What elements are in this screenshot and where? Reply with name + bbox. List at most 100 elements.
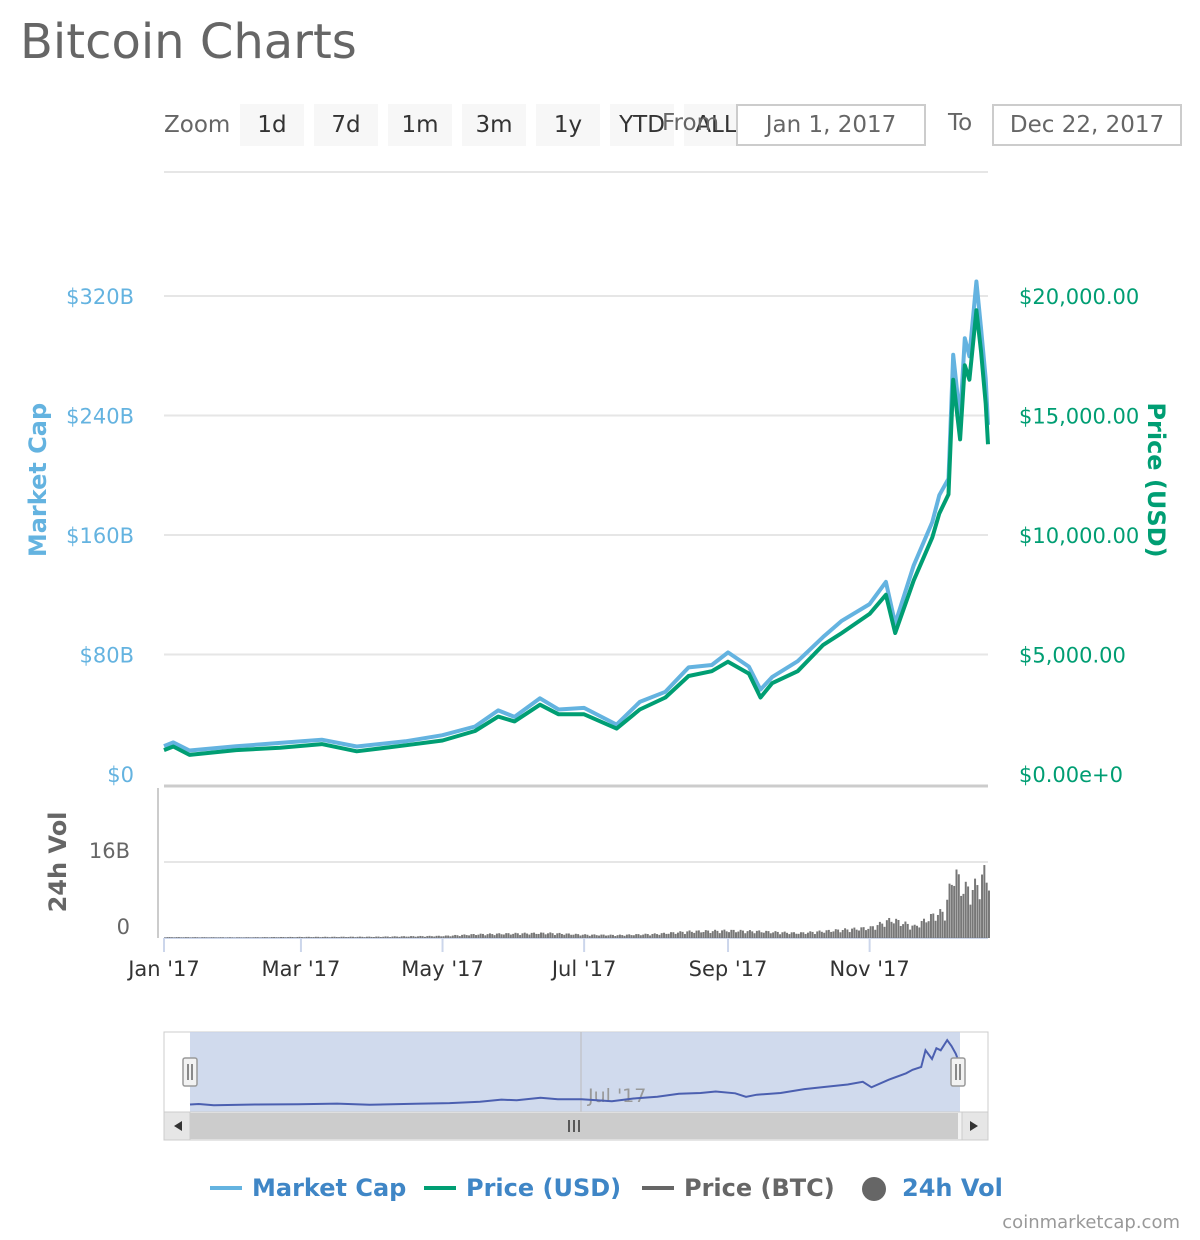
right-tick-label: $15,000.00 [1019, 405, 1139, 429]
volume-bar [802, 932, 805, 938]
volume-bar [177, 937, 180, 938]
volume-bar [679, 931, 682, 938]
volume-bar [184, 937, 187, 938]
volume-bar [256, 937, 259, 938]
volume-bar [809, 931, 812, 938]
volume-bar [899, 925, 902, 938]
volume-bar [818, 930, 821, 938]
volume-bar [830, 931, 833, 938]
zoom-3m-button[interactable]: 3m [462, 104, 526, 146]
volume-bar [876, 925, 879, 938]
volume-bar [468, 935, 471, 938]
volume-bar [878, 921, 881, 938]
volume-bar [430, 936, 433, 938]
volume-bar [442, 936, 445, 938]
volume-bar [410, 936, 413, 938]
volume-bar [180, 937, 183, 938]
volume-bar [533, 932, 536, 938]
volume-bar [616, 935, 619, 938]
legend-item-price-usd[interactable]: Price (USD) [424, 1172, 621, 1208]
legend-dot-icon [862, 1177, 886, 1201]
volume-bar [307, 936, 310, 938]
volume-bar [210, 937, 213, 938]
legend-item-24h-vol[interactable]: 24h Vol [862, 1172, 1003, 1208]
volume-bar [762, 932, 765, 938]
volume-bar [730, 929, 733, 938]
zoom-ytd-button[interactable]: YTD [610, 104, 674, 146]
volume-bar [208, 937, 211, 938]
volume-bar [514, 932, 517, 938]
volume-bar [405, 936, 408, 938]
zoom-1d-button[interactable]: 1d [240, 104, 304, 146]
volume-bar [637, 934, 640, 938]
from-date-input[interactable]: Jan 1, 2017 [736, 104, 926, 146]
volume-bar [523, 932, 526, 938]
legend-item-price-btc[interactable]: Price (BTC) [642, 1172, 835, 1208]
volume-bar [222, 937, 225, 938]
volume-bar [275, 937, 278, 938]
volume-bar [470, 934, 473, 938]
volume-bar [289, 936, 292, 938]
volume-axis-title: 24h Vol [44, 812, 72, 913]
axes: $0 $80B $160B $240B $320B $0.00e+0 $5,000.00 $1… [66, 285, 1139, 981]
volume-bar [825, 930, 828, 938]
volume-bar [240, 937, 243, 938]
volume-bar [217, 937, 220, 938]
legend-line-icon [210, 1186, 242, 1190]
volume-bar [556, 933, 559, 938]
zoom-7d-button[interactable]: 7d [314, 104, 378, 146]
volume-bar [611, 934, 614, 938]
volume-bar [674, 933, 677, 938]
legend-label: Price (BTC) [684, 1174, 835, 1202]
volume-bar [906, 923, 909, 938]
volume-bar [846, 929, 849, 938]
volume-bar [567, 933, 570, 938]
volume-bar [920, 921, 923, 938]
volume-bar [463, 934, 466, 938]
volume-bar [565, 933, 568, 938]
right-tick-label: $10,000.00 [1019, 524, 1139, 548]
volume-bar [929, 913, 932, 938]
volume-bar [440, 936, 443, 938]
volume-bar [983, 865, 986, 938]
market-cap-line [163, 279, 990, 753]
volume-bar [602, 934, 605, 938]
volume-bar [266, 937, 269, 938]
legend-item-market-cap[interactable]: Market Cap [210, 1172, 406, 1208]
volume-bar [249, 937, 252, 938]
volume-bar [605, 935, 607, 938]
volume-bar [219, 937, 222, 938]
volume-bar [663, 932, 666, 938]
volume-bar [368, 936, 371, 938]
volume-bar [628, 934, 631, 938]
volume-bar [820, 931, 823, 938]
zoom-1m-button[interactable]: 1m [388, 104, 452, 146]
volume-bar [848, 932, 851, 938]
volume-bar [498, 933, 501, 938]
scrollbar-track [163, 1111, 989, 1141]
volume-bar [732, 929, 735, 938]
volume-bar [660, 933, 663, 938]
volume-bar [252, 937, 255, 938]
volume-bar [695, 930, 698, 938]
volume-bar [714, 929, 717, 938]
zoom-1y-button[interactable]: 1y [536, 104, 600, 146]
volume-bar [345, 937, 348, 938]
navigator[interactable]: Jul '17 [163, 1031, 989, 1141]
volume-bar [676, 932, 679, 938]
volume-bar [874, 929, 877, 938]
volume-bar [558, 932, 561, 938]
volume-bar [238, 937, 241, 938]
volume-bar [268, 937, 271, 938]
legend-label: Market Cap [252, 1174, 407, 1202]
volume-bar [943, 920, 946, 938]
volume-bar [194, 937, 197, 938]
to-date-input[interactable]: Dec 22, 2017 [992, 104, 1182, 146]
volume-bar [614, 936, 617, 938]
volume-bar [173, 937, 176, 938]
volume-bar [832, 931, 835, 938]
volume-bar [955, 869, 958, 938]
volume-bar [235, 937, 238, 938]
source-credit[interactable]: coinmarketcap.com [1002, 1212, 1180, 1233]
